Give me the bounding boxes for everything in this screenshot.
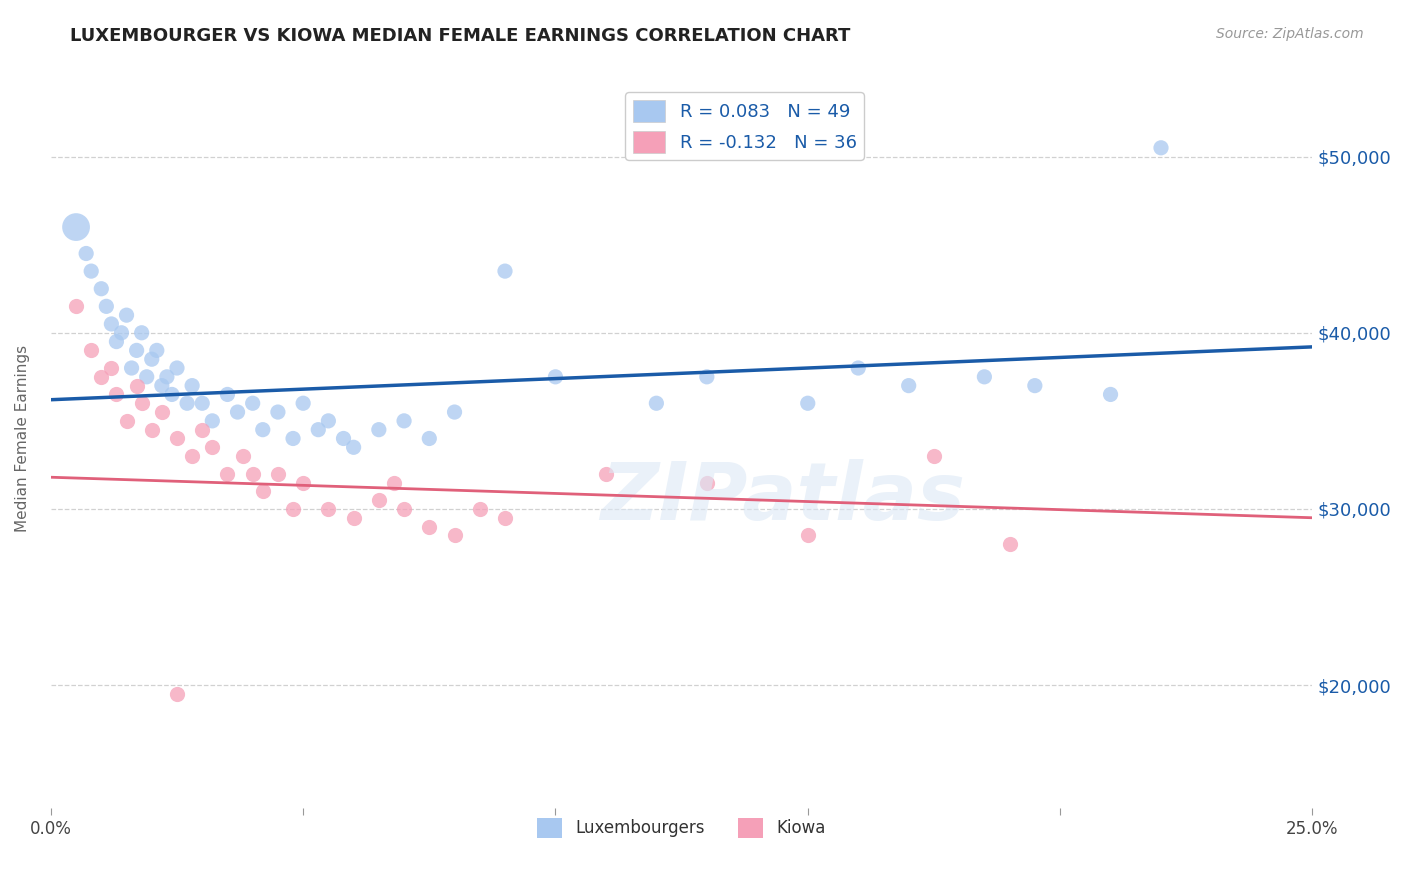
Point — [494, 264, 516, 278]
Point — [100, 317, 122, 331]
Point — [1024, 378, 1046, 392]
Point — [166, 361, 188, 376]
Point — [65, 220, 87, 235]
Point — [392, 502, 415, 516]
Point — [494, 510, 516, 524]
Point — [166, 432, 188, 446]
Point — [252, 484, 274, 499]
Point — [176, 396, 198, 410]
Point — [418, 432, 440, 446]
Point — [846, 361, 869, 376]
Y-axis label: Median Female Earnings: Median Female Earnings — [15, 345, 30, 532]
Text: Source: ZipAtlas.com: Source: ZipAtlas.com — [1216, 27, 1364, 41]
Point — [367, 493, 389, 508]
Point — [242, 467, 264, 481]
Point — [131, 326, 153, 340]
Point — [443, 405, 465, 419]
Point — [973, 369, 995, 384]
Point — [595, 467, 617, 481]
Point — [115, 414, 138, 428]
Point — [267, 405, 290, 419]
Point — [146, 343, 169, 358]
Text: ZIPatlas: ZIPatlas — [600, 458, 965, 537]
Point — [166, 687, 188, 701]
Point — [267, 467, 290, 481]
Point — [105, 334, 128, 349]
Point — [115, 308, 138, 322]
Point — [181, 378, 204, 392]
Point — [468, 502, 491, 516]
Point — [281, 502, 304, 516]
Text: LUXEMBOURGER VS KIOWA MEDIAN FEMALE EARNINGS CORRELATION CHART: LUXEMBOURGER VS KIOWA MEDIAN FEMALE EARN… — [70, 27, 851, 45]
Point — [342, 440, 364, 454]
Point — [382, 475, 405, 490]
Point — [75, 246, 97, 260]
Point — [135, 369, 157, 384]
Point — [1150, 141, 1173, 155]
Point — [160, 387, 183, 401]
Point — [100, 361, 122, 376]
Point — [90, 282, 112, 296]
Point — [443, 528, 465, 542]
Point — [292, 475, 315, 490]
Point — [217, 387, 239, 401]
Point — [141, 352, 163, 367]
Point — [367, 423, 389, 437]
Point — [191, 423, 214, 437]
Point — [105, 387, 128, 401]
Point — [201, 414, 224, 428]
Point — [696, 369, 718, 384]
Point — [191, 396, 214, 410]
Point — [252, 423, 274, 437]
Point — [201, 440, 224, 454]
Point — [125, 343, 148, 358]
Point — [96, 299, 118, 313]
Point — [150, 378, 173, 392]
Point — [141, 423, 163, 437]
Point — [110, 326, 132, 340]
Point — [217, 467, 239, 481]
Point — [242, 396, 264, 410]
Point — [318, 502, 340, 516]
Point — [418, 519, 440, 533]
Point — [645, 396, 668, 410]
Point — [80, 343, 103, 358]
Point — [307, 423, 329, 437]
Point — [392, 414, 415, 428]
Point — [998, 537, 1021, 551]
Point — [150, 405, 173, 419]
Point — [332, 432, 354, 446]
Point — [156, 369, 179, 384]
Point — [121, 361, 143, 376]
Point — [232, 449, 254, 463]
Point — [125, 378, 148, 392]
Legend: Luxembourgers, Kiowa: Luxembourgers, Kiowa — [530, 811, 832, 845]
Point — [897, 378, 920, 392]
Point — [292, 396, 315, 410]
Point — [318, 414, 340, 428]
Point — [1099, 387, 1122, 401]
Point — [65, 299, 87, 313]
Point — [797, 396, 820, 410]
Point — [797, 528, 820, 542]
Point — [80, 264, 103, 278]
Point — [696, 475, 718, 490]
Point — [281, 432, 304, 446]
Point — [181, 449, 204, 463]
Point — [131, 396, 153, 410]
Point — [544, 369, 567, 384]
Point — [90, 369, 112, 384]
Point — [226, 405, 249, 419]
Point — [922, 449, 945, 463]
Point — [342, 510, 364, 524]
